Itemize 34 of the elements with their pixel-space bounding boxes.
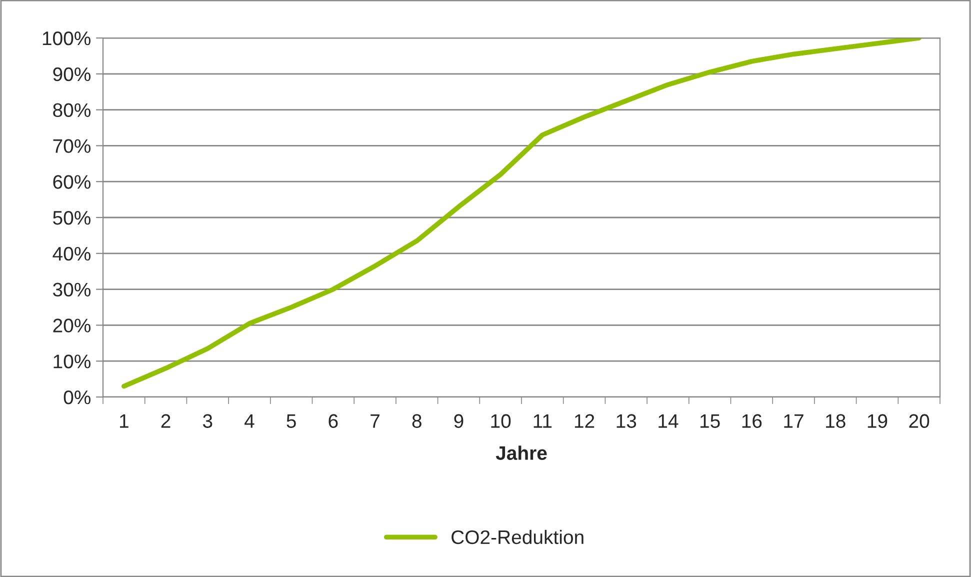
x-tick-label: 9 [454,414,464,428]
x-tick-label: 18 [826,414,846,428]
y-tick-label: 60% [53,175,91,189]
x-tick-label: 1 [120,414,128,428]
x-tick-label: 8 [412,414,422,428]
y-tick-label: 40% [52,246,91,261]
x-tick-label: 6 [328,414,338,428]
x-tick-label: 19 [868,414,888,428]
legend-label: CO2-Reduktion [452,530,584,544]
x-axis-title: Jahre [496,446,547,460]
x-tick-label: 16 [742,414,762,428]
y-tick-label: 30% [53,282,91,297]
y-tick-label: 70% [53,139,91,153]
x-tick-label: 3 [202,414,212,428]
x-tick-label: 10 [491,414,511,428]
y-tick-label: 100% [42,31,91,46]
x-tick-label: 2 [161,414,170,428]
x-tick-label: 15 [700,414,720,428]
y-tick-label: 50% [53,210,91,225]
x-tick-label: 13 [616,414,636,428]
y-tick-label: 10% [54,354,91,368]
x-tick-label: 7 [370,414,380,428]
x-tick-label: 12 [574,414,594,428]
x-tick-label: 20 [909,414,930,428]
x-tick-label: 4 [244,414,254,428]
y-tick-label: 80% [53,103,91,118]
y-tick-label: 20% [53,318,91,332]
x-tick-label: 17 [784,414,804,428]
x-tick-label: 14 [658,414,678,428]
y-tick-label: 0% [64,390,91,404]
x-tick-label: 11 [534,414,552,428]
x-tick-label: 5 [286,414,296,428]
line-series [121,38,922,389]
y-tick-label: 90% [53,67,91,82]
